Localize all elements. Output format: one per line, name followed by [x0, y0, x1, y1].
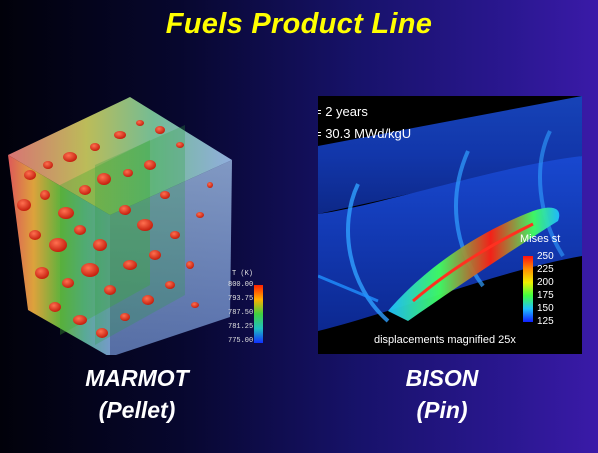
marmot-subtitle: (Pellet)	[98, 397, 176, 423]
bison-burnup-text: = 30.3 MWd/kgU	[318, 126, 412, 141]
bison-tick-label: 150	[537, 303, 554, 314]
bison-footnote: displacements magnified 25x	[374, 334, 516, 346]
bison-tick-label: 225	[537, 264, 554, 275]
bison-label: BISON (Pin)	[362, 362, 522, 426]
bison-visualization: = 2 years = 30.3 MWd/kgU Mises st 250 22…	[318, 96, 582, 354]
slide-title: Fuels Product Line	[165, 8, 433, 40]
bison-tick-label: 175	[537, 290, 554, 301]
bison-colorbar	[523, 256, 533, 322]
marmot-colorbar-title: T (K)	[232, 270, 254, 278]
marmot-name: MARMOT	[85, 365, 189, 391]
marmot-colorbar	[254, 285, 263, 343]
bison-time-text: = 2 years	[318, 104, 368, 119]
bison-tick-label: 125	[537, 316, 554, 327]
bison-tick-label: 250	[537, 251, 554, 262]
marmot-visualization: T (K) 800.00 793.75 787.50 781.25 775.00	[0, 95, 280, 357]
bison-subtitle: (Pin)	[416, 397, 468, 423]
marmot-tick-label: 800.00	[228, 281, 254, 289]
marmot-tick-label: 775.00	[228, 337, 254, 345]
marmot-tick-label: 787.50	[228, 309, 254, 317]
bison-name: BISON	[405, 365, 479, 391]
bison-pin	[318, 96, 582, 354]
bison-colorbar-title: Mises st	[520, 233, 561, 245]
marmot-tick-label: 781.25	[228, 323, 254, 331]
marmot-label: MARMOT (Pellet)	[52, 362, 222, 426]
marmot-cube	[8, 97, 232, 357]
marmot-tick-label: 793.75	[228, 295, 254, 303]
bison-tick-label: 200	[537, 277, 554, 288]
